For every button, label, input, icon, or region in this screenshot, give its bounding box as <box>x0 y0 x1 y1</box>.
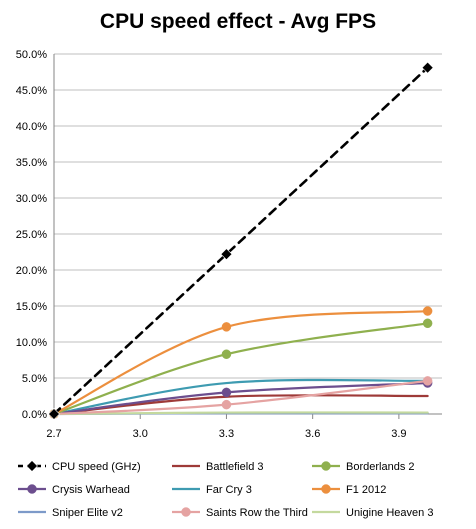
legend-label: F1 2012 <box>346 484 386 496</box>
series-line <box>52 411 429 416</box>
x-tick-label: 2.7 <box>46 428 61 440</box>
legend-label: Saints Row the Third <box>206 507 308 519</box>
legend-label: CPU speed (GHz) <box>52 461 141 473</box>
data-point <box>48 408 60 420</box>
chart-title: CPU speed effect - Avg FPS <box>99 10 377 33</box>
y-tick-label: 20.0% <box>16 265 47 277</box>
data-point <box>220 248 233 261</box>
legend-marker <box>181 507 191 517</box>
legend-label: Far Cry 3 <box>206 484 252 496</box>
y-tick-label: 40.0% <box>16 121 47 133</box>
legend-marker <box>27 484 37 494</box>
y-tick-label: 25.0% <box>16 229 47 241</box>
data-point <box>221 349 232 359</box>
data-point <box>221 322 232 332</box>
legend-label: Sniper Elite v2 <box>52 507 123 519</box>
y-tick-label: 50.0% <box>16 49 47 61</box>
y-tick-label: 15.0% <box>16 301 47 313</box>
data-point <box>422 376 433 386</box>
legend-label: Crysis Warhead <box>52 484 130 496</box>
series-line <box>52 66 429 416</box>
x-tick-label: 3.0 <box>133 428 148 440</box>
x-tick-label: 3.3 <box>219 428 234 440</box>
legend-label: Battlefield 3 <box>206 461 263 473</box>
y-tick-label: 45.0% <box>16 85 47 97</box>
y-tick-label: 0.0% <box>22 409 47 421</box>
x-tick-label: 3.9 <box>391 428 406 440</box>
data-point <box>422 306 433 316</box>
y-tick-label: 30.0% <box>16 193 47 205</box>
y-tick-label: 35.0% <box>16 157 47 169</box>
legend-label: Borderlands 2 <box>346 461 415 473</box>
data-point <box>221 399 232 410</box>
series-line <box>52 322 429 416</box>
legend-label: Unigine Heaven 3 <box>346 507 433 519</box>
x-tick-label: 3.6 <box>305 428 320 440</box>
legend-marker <box>26 460 38 472</box>
data-point <box>421 61 434 74</box>
data-point <box>422 318 433 329</box>
legend-marker <box>321 484 331 494</box>
legend-marker <box>321 461 331 471</box>
y-tick-label: 10.0% <box>16 337 47 349</box>
series-line <box>52 378 429 416</box>
data-point <box>221 387 232 398</box>
y-tick-label: 5.0% <box>22 373 47 385</box>
